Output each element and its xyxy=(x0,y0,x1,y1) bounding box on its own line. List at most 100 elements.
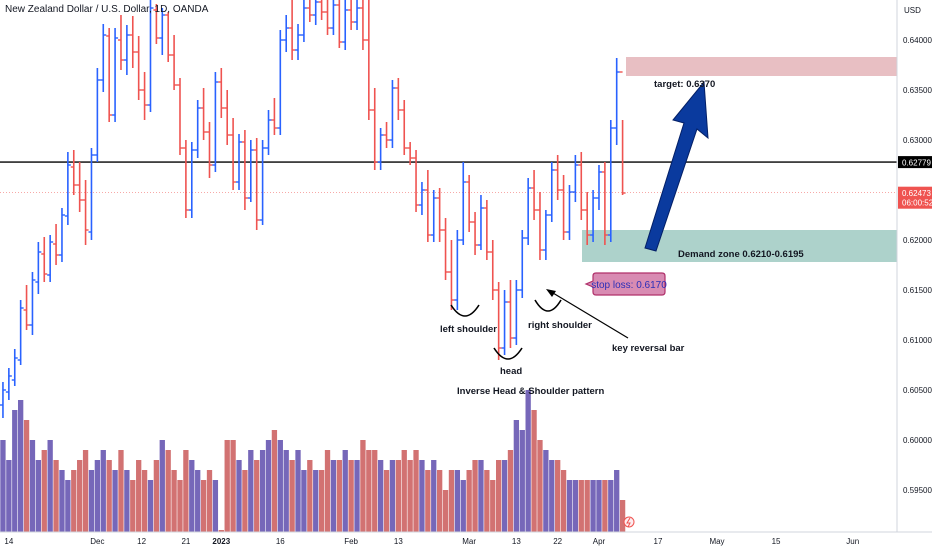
price-axis xyxy=(897,0,932,550)
ohlc-bar xyxy=(123,25,130,75)
y-tick-label: 0.61500 xyxy=(903,286,932,295)
ohlc-bar xyxy=(5,368,12,400)
current-badge-countdown: 06:00:52 xyxy=(902,199,932,208)
volume-bar xyxy=(35,460,42,532)
volume-bar xyxy=(236,460,242,532)
ohlc-bar xyxy=(306,0,313,22)
y-tick-label: 0.61000 xyxy=(903,336,932,345)
volume-bar xyxy=(454,470,461,532)
volume-bar xyxy=(525,390,531,532)
ohlc-bar xyxy=(11,349,18,386)
volume-bar xyxy=(484,470,490,532)
volume-bar xyxy=(501,460,508,532)
volume-bar xyxy=(519,430,525,532)
target-arrow xyxy=(644,80,709,252)
volume-bar xyxy=(189,460,195,532)
ohlc-bar xyxy=(41,237,48,282)
bolt-icon xyxy=(626,517,631,528)
volume-bar xyxy=(531,410,537,532)
volume-bar xyxy=(360,440,366,532)
pattern-label: Inverse Head & Shoulder pattern xyxy=(457,386,605,397)
volume-bar xyxy=(271,430,278,532)
volume-bar xyxy=(47,440,53,532)
volume-bar xyxy=(29,440,36,532)
ohlc-bar xyxy=(289,0,296,60)
event-marker xyxy=(623,516,635,528)
ohlc-bar xyxy=(106,28,113,122)
volume-bar xyxy=(324,450,331,532)
ohlc-bar xyxy=(560,175,567,240)
volume-bar xyxy=(496,460,502,532)
x-tick-label: 13 xyxy=(512,537,521,546)
volume-bar xyxy=(200,480,207,532)
volume-bar xyxy=(82,450,89,532)
head-label: head xyxy=(500,366,523,377)
head-curve xyxy=(493,347,523,360)
volume-bar xyxy=(342,450,348,532)
ohlc-bar xyxy=(613,58,620,145)
ohlc-bar xyxy=(430,190,437,242)
stop-loss-label: stop loss: 0.6170 xyxy=(591,280,667,291)
ohlc-bar xyxy=(607,120,614,242)
support-badge-text: 0.62779 xyxy=(902,159,931,168)
ohlc-bar xyxy=(76,162,83,212)
volume-bar xyxy=(366,450,372,532)
ohlc-bar xyxy=(566,185,573,240)
ohlc-bar xyxy=(584,192,591,245)
volume-bar xyxy=(555,460,561,532)
volume-bar xyxy=(254,460,260,532)
volume-bar xyxy=(248,450,254,532)
x-tick-label: 14 xyxy=(4,537,13,546)
ohlc-bar xyxy=(265,110,272,155)
ohlc-bar xyxy=(395,78,402,120)
volume-bar xyxy=(318,470,325,532)
volume-bar xyxy=(277,440,283,532)
ohlc-bar xyxy=(536,192,543,260)
volume-bar xyxy=(12,410,18,532)
ohlc-bar xyxy=(47,235,54,282)
volume-bar xyxy=(448,470,455,532)
volume-bar xyxy=(407,460,413,532)
ohlc-bar xyxy=(82,180,89,245)
ohlc-bar xyxy=(182,140,189,218)
ohlc-bar xyxy=(141,72,148,120)
key-reversal-arrowhead xyxy=(546,289,556,297)
volume-bar xyxy=(71,470,77,532)
volume-bar xyxy=(130,480,136,532)
ohlc-bar xyxy=(218,68,225,118)
ohlc-bar xyxy=(389,80,396,148)
ohlc-bar xyxy=(135,36,142,100)
volume-bar xyxy=(549,460,555,532)
volume-bar xyxy=(283,450,289,532)
volume-bar xyxy=(112,470,118,532)
volume-bar xyxy=(348,460,354,532)
left-shoulder-label: left shoulder xyxy=(440,324,498,335)
ohlc-bar xyxy=(253,138,260,230)
volume-bar xyxy=(301,470,307,532)
ohlc-bar xyxy=(460,162,467,245)
ohlc-bar xyxy=(330,0,337,35)
ohlc-bar xyxy=(236,134,243,190)
ohlc-bar xyxy=(377,128,384,170)
volume-bar xyxy=(401,450,407,532)
volume-bar xyxy=(619,500,626,532)
x-tick-label: 13 xyxy=(394,537,403,546)
ohlc-bar xyxy=(200,88,207,140)
support-price-badge: 0.62779 xyxy=(898,156,932,169)
current-badge-price: 0.62473 xyxy=(902,189,931,198)
ohlc-bar xyxy=(230,118,237,190)
volume-bar xyxy=(153,460,160,532)
volume-bar xyxy=(590,480,596,532)
volume-bar xyxy=(17,400,24,532)
volume-bar xyxy=(230,440,236,532)
volume-bar xyxy=(596,480,602,532)
ohlc-bar xyxy=(336,0,343,48)
volume-bar xyxy=(372,450,378,532)
volume-bar xyxy=(218,530,224,532)
volume-bar xyxy=(572,480,579,532)
ohlc-bar xyxy=(619,71,626,195)
volume-bar xyxy=(171,470,177,532)
volume-bar xyxy=(560,470,567,532)
